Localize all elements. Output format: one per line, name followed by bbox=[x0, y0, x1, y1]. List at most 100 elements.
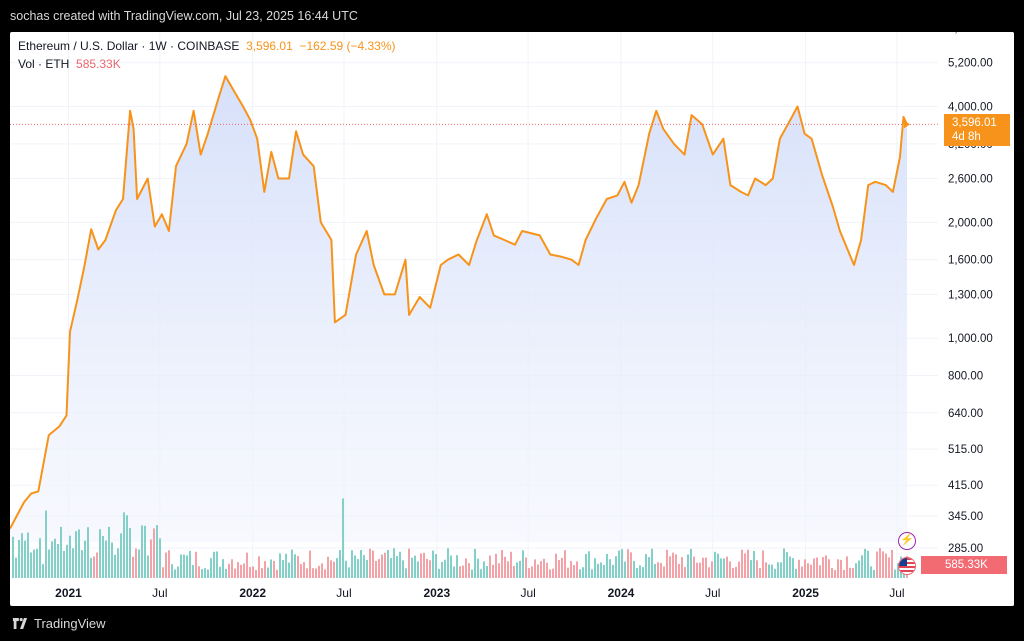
volume-bar bbox=[579, 569, 581, 578]
legend-symbol-row: Ethereum / U.S. Dollar · 1W · COINBASE 3… bbox=[18, 37, 396, 55]
volume-bar bbox=[384, 552, 386, 578]
y-tick-label: 6,400.00 bbox=[948, 32, 993, 35]
volume-bar bbox=[540, 561, 542, 578]
price-chart[interactable]: 6,400.005,200.004,000.003,200.002,600.00… bbox=[10, 32, 1014, 606]
volume-bar bbox=[753, 550, 755, 578]
volume-bar bbox=[204, 568, 206, 578]
volume-bar bbox=[894, 569, 896, 578]
x-tick-label: Jul bbox=[152, 586, 167, 600]
volume-bar bbox=[126, 515, 128, 578]
volume-bar bbox=[264, 561, 266, 578]
last-price-marker bbox=[904, 120, 910, 129]
us-flag-icon bbox=[898, 557, 916, 575]
volume-bar bbox=[426, 558, 428, 578]
volume-bar bbox=[777, 562, 779, 578]
volume-value: 585.33K bbox=[76, 57, 121, 71]
y-tick-label: 2,600.00 bbox=[948, 174, 993, 186]
volume-bar bbox=[504, 556, 506, 578]
volume-bar bbox=[174, 569, 176, 578]
y-tick-label: 1,300.00 bbox=[948, 289, 993, 301]
volume-bar bbox=[897, 563, 899, 578]
volume-bar bbox=[396, 556, 398, 578]
volume-bar bbox=[477, 558, 479, 578]
volume-bar bbox=[309, 550, 311, 578]
volume-bar bbox=[852, 568, 854, 578]
volume-bar bbox=[330, 560, 332, 578]
volume-bar bbox=[411, 557, 413, 578]
volume-bar bbox=[348, 567, 350, 578]
volume-bar bbox=[210, 558, 212, 578]
volume-bar bbox=[804, 559, 806, 578]
volume-bar bbox=[108, 526, 110, 578]
volume-bar bbox=[768, 564, 770, 578]
volume-bar bbox=[96, 552, 98, 578]
volume-bar bbox=[237, 562, 239, 578]
volume-bar bbox=[585, 553, 587, 578]
volume-bar bbox=[444, 559, 446, 578]
volume-bar bbox=[705, 557, 707, 578]
volume-bar bbox=[558, 559, 560, 578]
volume-bar bbox=[87, 527, 89, 578]
volume-bar bbox=[531, 566, 533, 578]
volume-bar bbox=[522, 550, 524, 578]
x-tick-label: Jul bbox=[520, 586, 535, 600]
x-tick-label: 2021 bbox=[55, 586, 82, 600]
volume-bar bbox=[642, 567, 644, 578]
volume-bar bbox=[885, 553, 887, 578]
volume-bar bbox=[447, 548, 449, 578]
y-tick-label: 4,000.00 bbox=[948, 102, 993, 114]
volume-bar bbox=[738, 561, 740, 578]
volume-bar bbox=[240, 564, 242, 578]
volume-bar bbox=[543, 558, 545, 578]
volume-bar bbox=[24, 540, 26, 578]
volume-bar bbox=[54, 538, 56, 578]
volume-bar bbox=[171, 564, 173, 578]
volume-bar bbox=[570, 561, 572, 578]
volume-bar bbox=[561, 557, 563, 578]
x-tick-label: 2023 bbox=[423, 586, 450, 600]
volume-bar bbox=[507, 561, 509, 578]
volume-bar bbox=[366, 559, 368, 578]
volume-bar bbox=[687, 554, 689, 578]
volume-bar bbox=[720, 558, 722, 578]
volume-bar bbox=[486, 565, 488, 578]
volume-bar bbox=[321, 563, 323, 578]
volume-bar bbox=[864, 548, 866, 578]
volume-bar bbox=[144, 525, 146, 578]
chart-panel[interactable]: 6,400.005,200.004,000.003,200.002,600.00… bbox=[10, 32, 1014, 606]
volume-bar bbox=[231, 559, 233, 578]
volume-bar bbox=[708, 567, 710, 578]
volume-bar bbox=[438, 568, 440, 578]
volume-bar bbox=[597, 563, 599, 578]
y-tick-label: 1,600.00 bbox=[948, 255, 993, 267]
volume-bar bbox=[441, 561, 443, 578]
tradingview-brand[interactable]: TradingView bbox=[34, 616, 106, 631]
volume-bar bbox=[183, 554, 185, 578]
volume-bar bbox=[66, 544, 68, 578]
volume-bar bbox=[270, 559, 272, 578]
volume-bar bbox=[45, 510, 47, 578]
price-area bbox=[10, 76, 907, 542]
volume-bar bbox=[393, 548, 395, 578]
volume-bar bbox=[489, 555, 491, 578]
volume-bar bbox=[216, 551, 218, 578]
volume-bar bbox=[18, 539, 20, 578]
volume-bar bbox=[654, 563, 656, 578]
y-tick-label: 285.00 bbox=[948, 543, 983, 555]
volume-bar bbox=[891, 549, 893, 578]
tradingview-logo-icon[interactable] bbox=[12, 618, 28, 629]
volume-bar bbox=[837, 559, 839, 578]
volume-bar bbox=[177, 566, 179, 578]
volume-bar bbox=[246, 552, 248, 578]
lightning-icon[interactable]: ⚡ bbox=[898, 532, 916, 550]
volume-bar bbox=[825, 555, 827, 578]
volume-bar bbox=[471, 569, 473, 578]
volume-bar bbox=[495, 553, 497, 578]
volume-bar bbox=[510, 551, 512, 578]
volume-bar bbox=[135, 548, 137, 578]
volume-bar bbox=[387, 549, 389, 578]
volume-bar bbox=[789, 556, 791, 578]
volume-bar bbox=[138, 549, 140, 578]
creator-credit: sochas created with TradingView.com, Jul… bbox=[10, 9, 358, 23]
volume-bar bbox=[63, 550, 65, 578]
